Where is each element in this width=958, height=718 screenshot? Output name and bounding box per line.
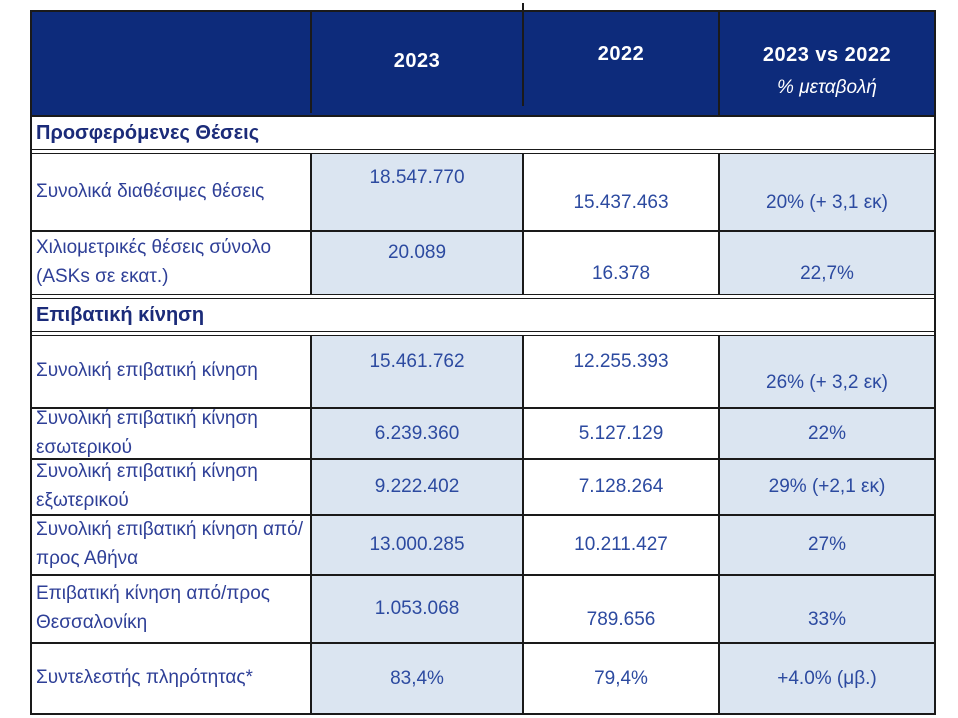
row-label: Συνολική επιβατική κίνηση [32, 336, 310, 407]
header-empty-cell [32, 12, 310, 115]
value-change: 33% [718, 576, 934, 642]
value-2023: 1.053.068 [310, 576, 522, 642]
value-2022: 7.128.264 [522, 460, 718, 514]
value-change: 22,7% [718, 232, 934, 294]
row-label: Συνολικά διαθέσιμες θέσεις [32, 154, 310, 230]
value-2022: 12.255.393 [522, 336, 718, 407]
table-row: Συνολική επιβατική κίνηση 15.461.762 12.… [32, 335, 934, 407]
table-row: Χιλιομετρικές θέσεις σύνολο (ASKs σε εκα… [32, 230, 934, 295]
row-label: Συντελεστής πληρότητας* [32, 644, 310, 713]
value-2022: 789.656 [522, 576, 718, 642]
table-row: Συνολική επιβατική κίνηση εξωτερικού 9.2… [32, 458, 934, 514]
row-label: Συνολική επιβατική κίνηση εσωτερικού [32, 409, 310, 458]
section-offered-seats: Προσφερόμενες Θέσεις [32, 115, 934, 150]
value-2022: 5.127.129 [522, 409, 718, 458]
header-change: 2023 vs 2022 % μεταβολή [718, 12, 934, 115]
header-2022: 2022 [522, 3, 718, 106]
table-row: Συντελεστής πληρότητας* 83,4% 79,4% +4.0… [32, 642, 934, 713]
value-2023: 20.089 [310, 232, 522, 294]
value-change: 29% (+2,1 εκ) [718, 460, 934, 514]
value-change: 22% [718, 409, 934, 458]
value-change: 20% (+ 3,1 εκ) [718, 154, 934, 230]
row-label: Συνολική επιβατική κίνηση από/προς Αθήνα [32, 516, 310, 574]
value-change: 26% (+ 3,2 εκ) [718, 336, 934, 407]
value-2023: 9.222.402 [310, 460, 522, 514]
header-2023: 2023 [310, 10, 522, 113]
value-2022: 79,4% [522, 644, 718, 713]
value-2022: 16.378 [522, 232, 718, 294]
table-row: Συνολική επιβατική κίνηση από/προς Αθήνα… [32, 514, 934, 574]
header-change-title: 2023 vs 2022 [762, 43, 892, 66]
value-2023: 15.461.762 [310, 336, 522, 407]
value-2022: 10.211.427 [522, 516, 718, 574]
value-change: +4.0% (μβ.) [718, 644, 934, 713]
table-row: Συνολικά διαθέσιμες θέσεις 18.547.770 15… [32, 153, 934, 230]
section-passenger-traffic: Επιβατική κίνηση [32, 298, 934, 332]
row-label: Χιλιομετρικές θέσεις σύνολο (ASKs σε εκα… [32, 232, 310, 294]
table-row: Συνολική επιβατική κίνηση εσωτερικού 6.2… [32, 407, 934, 458]
table-header-row: 2023 2022 2023 vs 2022 % μεταβολή [32, 3, 934, 115]
value-2023: 83,4% [310, 644, 522, 713]
row-label: Συνολική επιβατική κίνηση εξωτερικού [32, 460, 310, 514]
traffic-stats-table: 2023 2022 2023 vs 2022 % μεταβολή Προσφε… [30, 3, 936, 715]
value-2023: 6.239.360 [310, 409, 522, 458]
row-label: Επιβατική κίνηση από/προς Θεσσαλονίκη [32, 576, 310, 642]
value-2023: 13.000.285 [310, 516, 522, 574]
value-change: 27% [718, 516, 934, 574]
header-change-subtitle: % μεταβολή [777, 76, 877, 98]
value-2022: 15.437.463 [522, 154, 718, 230]
table-row: Επιβατική κίνηση από/προς Θεσσαλονίκη 1.… [32, 574, 934, 642]
value-2023: 18.547.770 [310, 154, 522, 230]
